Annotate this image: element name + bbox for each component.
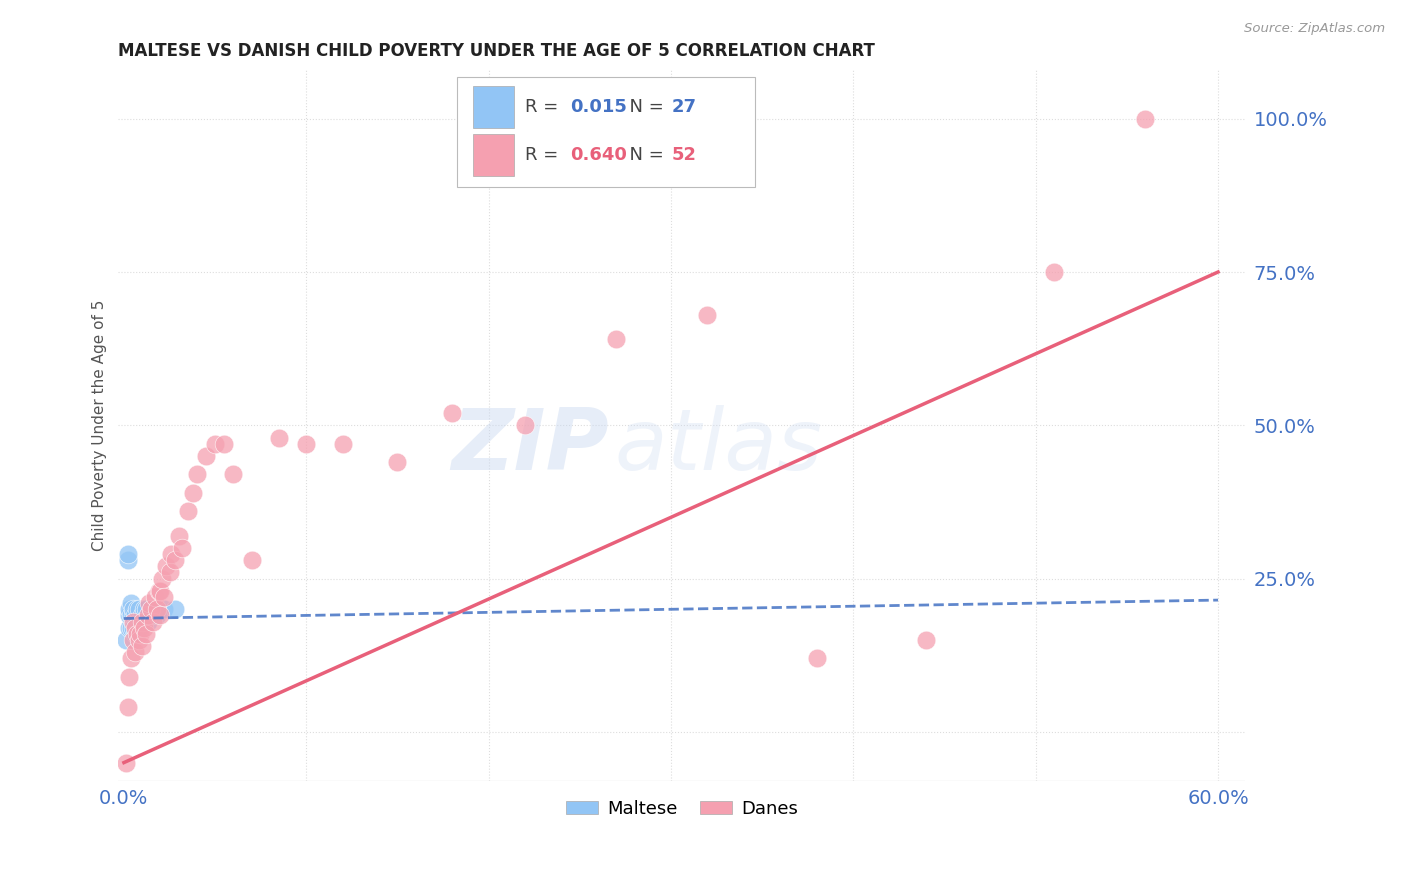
Point [332, 436, 354, 450]
Point [149, 583, 172, 598]
Point [153, 602, 176, 616]
Text: Source: ZipAtlas.com: Source: ZipAtlas.com [1244, 22, 1385, 36]
Text: atlas: atlas [614, 405, 823, 488]
Point [1133, 112, 1156, 126]
Point [222, 467, 245, 482]
FancyBboxPatch shape [474, 135, 515, 177]
Text: R =: R = [526, 146, 564, 164]
Point [125, 602, 148, 616]
Point [122, 602, 145, 616]
Point [181, 485, 204, 500]
Point [122, 615, 145, 629]
Point [441, 406, 464, 420]
Point [132, 621, 155, 635]
Point [696, 308, 718, 322]
Point [125, 627, 148, 641]
Point [204, 436, 226, 450]
Point [142, 615, 165, 629]
Point [114, 756, 136, 770]
Y-axis label: Child Poverty Under the Age of 5: Child Poverty Under the Age of 5 [93, 300, 107, 551]
Point [143, 590, 166, 604]
Text: ZIP: ZIP [451, 405, 609, 488]
Point [153, 590, 176, 604]
Point [129, 615, 152, 629]
Point [186, 467, 208, 482]
Point [1043, 265, 1066, 279]
Point [114, 632, 136, 647]
Text: MALTESE VS DANISH CHILD POVERTY UNDER THE AGE OF 5 CORRELATION CHART: MALTESE VS DANISH CHILD POVERTY UNDER TH… [118, 42, 876, 60]
Point [125, 615, 148, 629]
Point [128, 621, 150, 635]
Point [145, 602, 167, 616]
Point [135, 627, 157, 641]
Text: 0.640: 0.640 [571, 146, 627, 164]
Point [118, 670, 141, 684]
Point [267, 431, 290, 445]
FancyBboxPatch shape [474, 86, 515, 128]
Point [155, 559, 177, 574]
Point [915, 632, 938, 647]
Point [167, 529, 190, 543]
Legend: Maltese, Danes: Maltese, Danes [558, 793, 806, 825]
Point [124, 645, 146, 659]
Point [117, 553, 139, 567]
Point [118, 621, 141, 635]
Text: 52: 52 [672, 146, 697, 164]
Point [806, 651, 828, 665]
Point [212, 436, 235, 450]
Point [131, 608, 153, 623]
Point [141, 608, 163, 623]
Text: N =: N = [617, 98, 669, 116]
Point [138, 596, 160, 610]
Point [120, 651, 142, 665]
Point [122, 632, 145, 647]
Point [131, 615, 153, 629]
Point [513, 418, 536, 433]
Point [128, 602, 150, 616]
Point [135, 602, 157, 616]
Point [124, 627, 146, 641]
FancyBboxPatch shape [457, 77, 755, 187]
Point [163, 553, 186, 567]
Point [120, 608, 142, 623]
Point [136, 608, 159, 623]
Point [120, 596, 142, 610]
Point [118, 608, 141, 623]
Point [132, 602, 155, 616]
Point [118, 602, 141, 616]
Point [149, 608, 172, 623]
Point [122, 608, 145, 623]
Text: N =: N = [617, 146, 669, 164]
Point [150, 572, 173, 586]
Point [605, 333, 627, 347]
Point [136, 615, 159, 629]
Point [120, 621, 142, 635]
Text: 27: 27 [672, 98, 697, 116]
Point [129, 627, 152, 641]
Point [117, 547, 139, 561]
Point [163, 602, 186, 616]
Point [122, 621, 145, 635]
Point [160, 547, 183, 561]
Point [124, 621, 146, 635]
Point [177, 504, 200, 518]
Point [159, 566, 181, 580]
Point [240, 553, 263, 567]
Point [387, 455, 409, 469]
Point [148, 583, 170, 598]
Point [117, 700, 139, 714]
Point [124, 608, 146, 623]
Point [128, 632, 150, 647]
Point [131, 639, 153, 653]
Text: 0.015: 0.015 [571, 98, 627, 116]
Point [194, 449, 217, 463]
Point [145, 608, 167, 623]
Point [295, 436, 318, 450]
Point [172, 541, 194, 555]
Text: R =: R = [526, 98, 564, 116]
Point [141, 602, 163, 616]
